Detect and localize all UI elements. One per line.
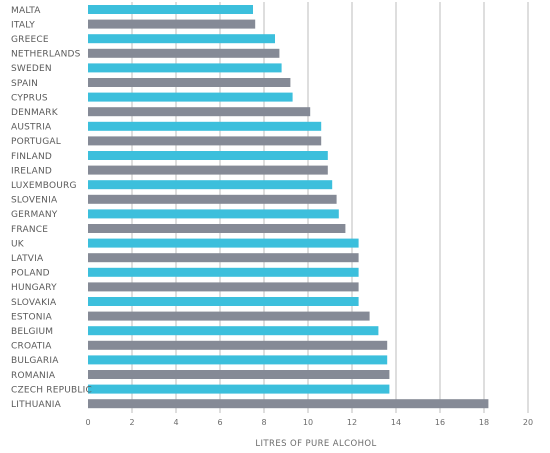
category-label: PORTUGAL <box>11 137 61 147</box>
bar-slovenia <box>88 194 337 204</box>
category-label: CZECH REPUBLIC <box>11 385 92 395</box>
x-tick-label: 0 <box>85 418 90 427</box>
bar-portugal <box>88 136 322 146</box>
bar-cyprus <box>88 92 293 102</box>
bar-bulgaria <box>88 355 388 365</box>
x-tick-labels: 0 2 4 6 8 10 12 14 16 18 20 <box>85 418 533 427</box>
category-label: LUXEMBOURG <box>11 181 77 191</box>
bar-denmark <box>88 107 311 117</box>
bar-france <box>88 224 346 233</box>
bar-sweden <box>88 63 282 73</box>
bar-italy <box>88 19 256 29</box>
bar-belgium <box>88 326 379 336</box>
x-tick-label: 12 <box>347 418 357 427</box>
bar-ireland <box>88 165 328 175</box>
category-label: DENMARK <box>11 108 59 118</box>
category-label: HUNGARY <box>11 283 57 293</box>
category-label: BELGIUM <box>11 327 53 337</box>
bar-estonia <box>88 311 370 321</box>
category-label: SWEDEN <box>11 64 52 74</box>
category-label: GREECE <box>11 35 49 45</box>
bar-austria <box>88 121 322 131</box>
category-labels: MALTA ITALY GREECE NETHERLANDS SWEDEN SPAIN CY… <box>11 6 92 410</box>
category-label: ESTONIA <box>11 312 53 322</box>
category-label: LITHUANIA <box>11 400 62 410</box>
category-label: IRELAND <box>11 166 52 176</box>
bar-netherlands <box>88 48 280 58</box>
x-axis-title: LITRES OF PURE ALCOHOL <box>255 439 376 449</box>
bar-hungary <box>88 282 359 292</box>
category-label: POLAND <box>11 269 50 279</box>
x-tick-label: 14 <box>391 418 401 427</box>
category-label: SLOVENIA <box>11 196 58 206</box>
bar-finland <box>88 151 328 160</box>
category-label: CROATIA <box>11 342 52 352</box>
bar-poland <box>88 267 359 277</box>
category-label: LATVIA <box>11 254 44 264</box>
category-label: CYPRUS <box>11 93 48 103</box>
bar-spain <box>88 78 291 87</box>
category-label: SPAIN <box>11 79 38 89</box>
x-tick-label: 10 <box>303 418 313 427</box>
x-tick-label: 4 <box>173 418 178 427</box>
x-tick-label: 20 <box>523 418 533 427</box>
category-label: MALTA <box>11 6 41 16</box>
category-label: FINLAND <box>11 152 52 162</box>
category-label: ROMANIA <box>11 371 56 381</box>
bar-slovakia <box>88 297 359 306</box>
bar-croatia <box>88 340 388 350</box>
bar-greece <box>88 34 275 44</box>
bar-lithuania <box>88 399 489 409</box>
x-tick-label: 8 <box>261 418 266 427</box>
bar-germany <box>88 209 339 219</box>
x-tick-label: 16 <box>435 418 445 427</box>
category-label: GERMANY <box>11 210 58 220</box>
category-label: SLOVAKIA <box>11 298 57 308</box>
bar-uk <box>88 238 359 248</box>
category-label: NETHERLANDS <box>11 50 81 60</box>
bar-luxembourg <box>88 180 333 190</box>
category-label: AUSTRIA <box>11 123 52 133</box>
category-label: ITALY <box>11 20 35 30</box>
category-label: UK <box>11 239 25 249</box>
bar-latvia <box>88 253 359 263</box>
category-label: FRANCE <box>11 225 48 235</box>
bar-czech-republic <box>88 384 390 394</box>
category-label: BULGARIA <box>11 356 59 366</box>
x-tick-label: 18 <box>479 418 489 427</box>
bars <box>88 5 489 409</box>
bar-romania <box>88 370 390 379</box>
x-tick-label: 6 <box>217 418 222 427</box>
bar-malta <box>88 5 253 14</box>
x-tick-label: 2 <box>129 418 134 427</box>
